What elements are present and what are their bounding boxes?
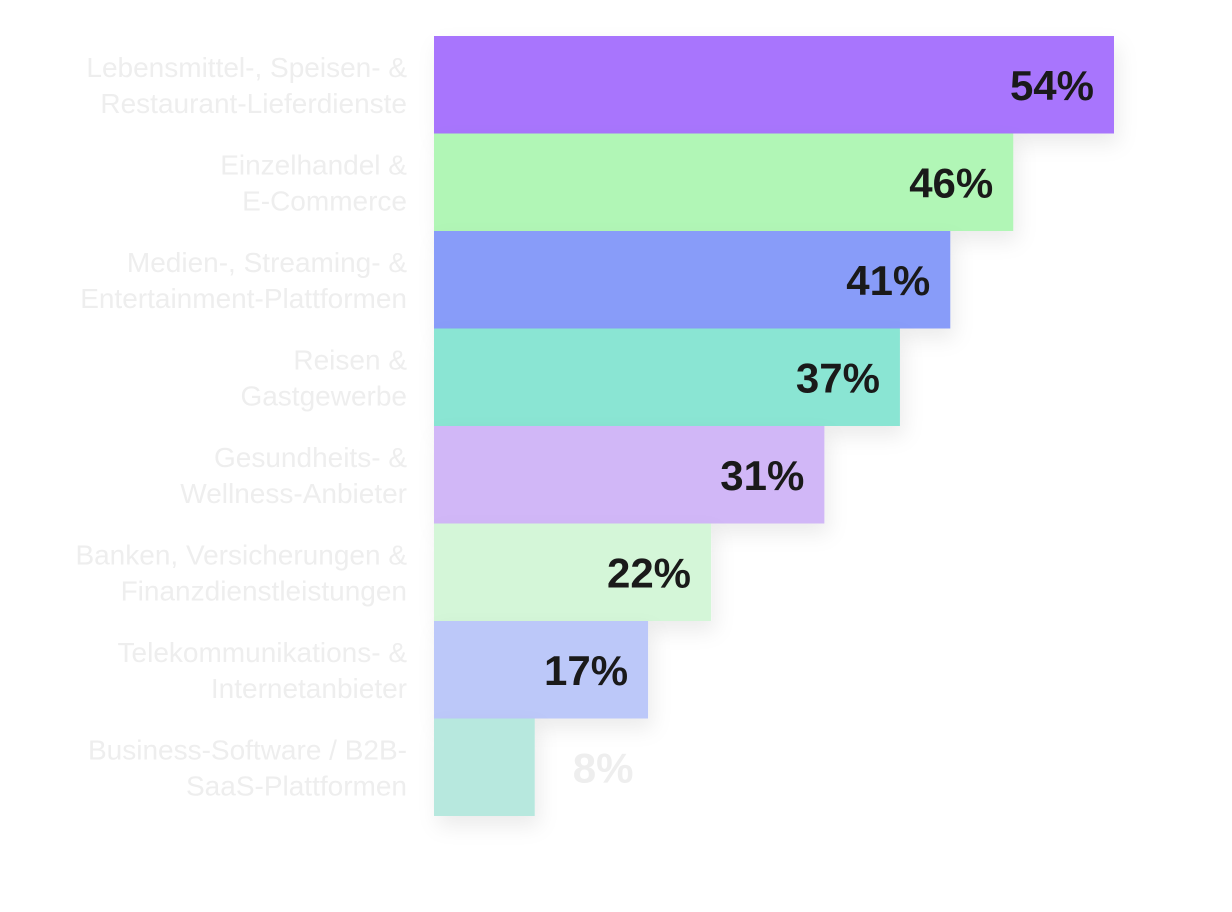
- category-label-line: Business-Software / B2B-: [88, 734, 407, 765]
- category-label-line: Medien-, Streaming- &: [127, 247, 407, 278]
- value-label-6: 22%: [607, 549, 691, 596]
- category-label-6: Banken, Versicherungen & Finanzdienstleis…: [75, 539, 407, 606]
- value-label-5: 31%: [720, 452, 804, 499]
- bar-5: [434, 426, 825, 524]
- category-label-line: SaaS-Plattformen: [186, 770, 407, 801]
- value-label-1: 54%: [1010, 62, 1094, 109]
- bar-6: [434, 523, 712, 621]
- labels-group: Lebensmittel-, Speisen- & Restaurant-Lief…: [75, 52, 1094, 802]
- value-label-2: 46%: [909, 159, 993, 206]
- bar-3: [434, 231, 951, 329]
- category-label-line: Finanzdienstleistungen: [121, 575, 407, 606]
- value-label-4: 37%: [796, 354, 880, 401]
- bar-1: [434, 36, 1114, 134]
- category-label-7: Telekommunikations- & Internetanbieter: [118, 637, 408, 704]
- category-label-3: Medien-, Streaming- & Entertainment-Platt…: [80, 247, 407, 314]
- category-label-line: Lebensmittel-, Speisen- &: [86, 52, 407, 83]
- category-label-line: Wellness-Anbieter: [180, 478, 407, 509]
- category-label-8: Business-Software / B2B- SaaS-Plattformen: [88, 734, 407, 801]
- category-label-line: E-Commerce: [242, 185, 407, 216]
- bar-2: [434, 133, 1014, 231]
- value-label-3: 41%: [846, 257, 930, 304]
- bars-group: [434, 36, 1114, 816]
- bar-4: [434, 328, 900, 426]
- category-label-1: Lebensmittel-, Speisen- & Restaurant-Lief…: [86, 52, 407, 119]
- category-label-line: Banken, Versicherungen &: [75, 539, 407, 570]
- category-label-4: Reisen & Gastgewerbe: [240, 344, 407, 411]
- category-label-2: Einzelhandel & E-Commerce: [220, 149, 407, 216]
- category-label-5: Gesundheits- & Wellness-Anbieter: [180, 442, 407, 509]
- category-label-line: Reisen &: [293, 344, 407, 375]
- category-label-line: Internetanbieter: [211, 673, 407, 704]
- category-label-line: Gesundheits- &: [214, 442, 407, 473]
- category-label-line: Entertainment-Plattformen: [80, 283, 407, 314]
- value-label-7: 17%: [544, 647, 628, 694]
- bar-8: [434, 718, 535, 816]
- category-label-line: Restaurant-Lieferdienste: [100, 88, 407, 119]
- bar-7: [434, 621, 649, 719]
- category-label-line: Telekommunikations- &: [118, 637, 408, 668]
- category-label-line: Einzelhandel &: [220, 149, 407, 180]
- category-label-line: Gastgewerbe: [240, 380, 407, 411]
- value-label-8: 8%: [573, 744, 634, 791]
